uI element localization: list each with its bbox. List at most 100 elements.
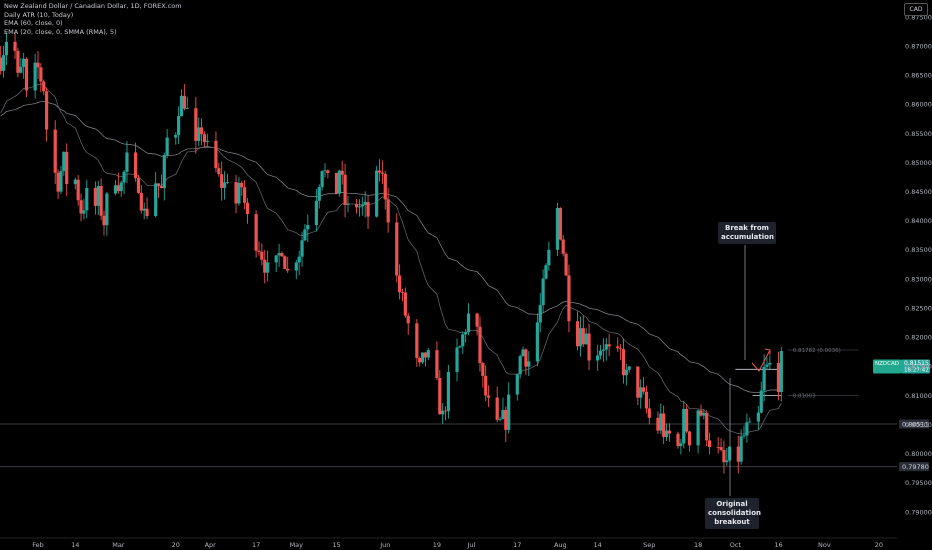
candle-body-44 — [177, 116, 181, 135]
candle-body-75 — [300, 240, 304, 257]
break-from-accumulation-label: Break from accumulation — [718, 222, 776, 244]
candle-body-15 — [59, 171, 63, 192]
candle-body-40 — [159, 186, 164, 189]
candle-body-26 — [102, 215, 106, 226]
indicator-atr[interactable]: Daily ATR (10, Today) — [4, 10, 74, 19]
indicator-ema-20[interactable]: EMA (20, close, 0, SMMA (RMA), 5) — [4, 27, 117, 36]
candle-body-103 — [415, 323, 419, 358]
candle-body-50 — [199, 127, 204, 135]
time-axis[interactable]: Feb 14 Mar 20 Apr 17 May 15 Jun 19 Jul 17 Aug 14 Sep 18… — [0, 537, 897, 549]
target-label-0: 0.81782 (0.0036) — [793, 348, 841, 354]
price-axis[interactable]: 0.87500 0.87000 0.86500 0.86000 0.85500 0.850… — [905, 13, 932, 516]
candle-body-59 — [237, 182, 241, 204]
candle-body-89 — [357, 206, 362, 208]
x-tick-label-3: 20 — [172, 541, 180, 549]
original-consolidation-breakout-label: Original consolidation breakout — [705, 498, 761, 529]
candle-body-56 — [222, 182, 227, 188]
candle-body-74 — [297, 256, 301, 263]
y-tick-label-6: 0.84500 — [905, 188, 932, 196]
y-tick-label-12: 0.81500 — [905, 363, 932, 371]
candle-body-110 — [441, 410, 445, 415]
y-tick-label-5: 0.85000 — [905, 159, 932, 167]
candle-body-5 — [19, 66, 23, 73]
candle-body-85 — [340, 170, 344, 175]
candle-body-149 — [598, 350, 603, 356]
candle-body-6 — [22, 58, 26, 67]
candle-body-193 — [776, 363, 781, 393]
x-tick-label-10: Jul — [466, 541, 475, 549]
currency-label[interactable]: CAD — [904, 3, 928, 16]
indicator-ema-60[interactable]: EMA (60, close, 0) — [4, 19, 63, 28]
candle-body-73 — [294, 262, 298, 271]
y-tick-label-14: 0.80500 — [905, 421, 932, 429]
x-tick-label-4: Apr — [205, 541, 217, 549]
candle-body-191 — [765, 364, 769, 367]
candle-body-66 — [263, 259, 267, 273]
candle-body-14 — [56, 172, 60, 192]
candle-body-114 — [458, 346, 462, 348]
x-tick-label-13: 14 — [594, 541, 602, 549]
x-tick-label-7: 15 — [332, 541, 340, 549]
candle-body-30 — [119, 182, 123, 192]
candle-body-7 — [24, 58, 29, 91]
candle-body-146 — [584, 333, 588, 345]
candle-body-13 — [53, 129, 57, 173]
candle-body-94 — [377, 170, 382, 173]
symbol-tag-bg — [873, 359, 901, 374]
y-tick-label-3: 0.86000 — [905, 101, 932, 109]
candle-body-88 — [354, 204, 359, 208]
candle-body-148 — [596, 355, 600, 361]
candle-body-144 — [578, 328, 583, 347]
candle-body-61 — [243, 187, 247, 203]
candle-body-106 — [423, 352, 428, 358]
candle-body-131 — [524, 349, 528, 367]
candle-body-92 — [366, 202, 370, 217]
candle-body-67 — [266, 262, 270, 273]
candle-body-101 — [403, 292, 407, 316]
symbol-tag-label: NZDCAD — [875, 361, 899, 367]
candle-body-33 — [133, 152, 138, 179]
moving-averages — [0, 83, 782, 435]
candle-body-123 — [495, 397, 499, 420]
candle-body-78 — [314, 200, 318, 225]
countdown-label: 18:27:42 — [904, 368, 929, 374]
candle-body-38 — [154, 183, 158, 217]
candle-body-2 — [4, 41, 9, 56]
y-tick-label-1: 0.87000 — [905, 42, 932, 50]
candle-body-184 — [739, 436, 743, 462]
candle-body-159 — [639, 387, 643, 398]
x-tick-label-8: Jun — [379, 541, 390, 549]
candle-body-11 — [42, 81, 46, 92]
candle-body-188 — [756, 412, 760, 422]
x-tick-label-18: Nov — [818, 541, 831, 549]
candle-body-53 — [214, 140, 218, 169]
candle-body-117 — [466, 313, 471, 333]
candle-body-3 — [13, 41, 17, 51]
candle-body-35 — [139, 192, 143, 211]
candle-body-4 — [16, 50, 20, 73]
candle-body-128 — [515, 374, 519, 395]
candle-body-52 — [205, 140, 209, 142]
candle-body-109 — [438, 377, 442, 415]
candle-body-171 — [685, 409, 689, 432]
candle-body-12 — [45, 91, 49, 130]
x-tick-label-6: May — [290, 541, 304, 549]
candle-body-83 — [334, 172, 339, 194]
candle-body-137 — [547, 249, 551, 266]
candle-body-28 — [113, 185, 118, 194]
candle-body-48 — [194, 108, 198, 141]
candle-body-100 — [400, 292, 405, 293]
candle-body-179 — [719, 447, 723, 450]
candle-body-118 — [475, 313, 479, 327]
level-tag-0 — [899, 419, 929, 429]
candle-body-172 — [687, 431, 692, 446]
candle-body-58 — [234, 182, 238, 204]
candle-body-102 — [406, 315, 410, 324]
candle-body-64 — [257, 250, 261, 252]
candle-body-24 — [96, 186, 100, 206]
candle-body-138 — [555, 208, 560, 250]
candle-body-124 — [498, 418, 502, 420]
projection-arrow-head — [764, 348, 771, 355]
candle-body-47 — [185, 108, 189, 109]
